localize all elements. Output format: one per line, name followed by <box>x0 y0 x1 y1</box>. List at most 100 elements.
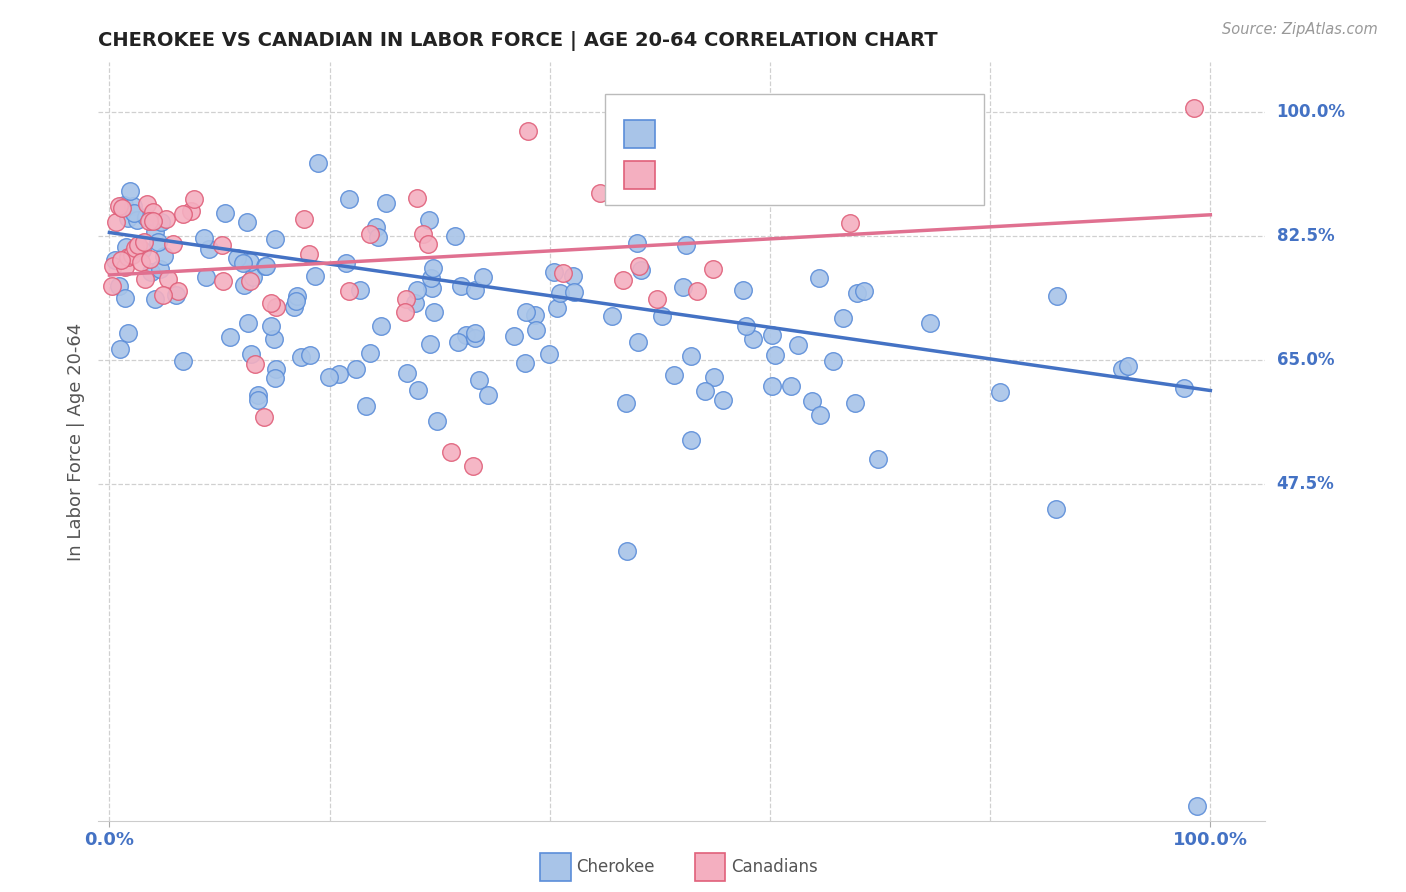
Point <box>1182 102 1205 116</box>
Point <box>245 358 267 372</box>
Point <box>703 369 725 384</box>
Point <box>808 408 831 422</box>
Point <box>264 371 287 385</box>
Point <box>157 272 180 286</box>
Point <box>422 281 444 295</box>
Text: 100.0%: 100.0% <box>1277 103 1346 121</box>
Point <box>318 369 340 384</box>
Point <box>1111 362 1133 376</box>
Point <box>366 219 388 234</box>
Point <box>149 215 172 229</box>
Point <box>370 318 392 333</box>
Point <box>543 265 565 279</box>
Point <box>101 259 124 273</box>
Point <box>299 348 322 362</box>
Point <box>1046 289 1069 303</box>
Text: 55: 55 <box>820 166 851 184</box>
Point <box>447 335 470 350</box>
Point <box>844 395 866 409</box>
Point <box>359 346 381 360</box>
Point <box>252 409 274 424</box>
Point <box>183 192 205 206</box>
Point <box>108 342 131 356</box>
Point <box>292 212 315 227</box>
Point <box>524 323 547 337</box>
Point <box>741 332 763 346</box>
Point <box>117 211 139 225</box>
Point <box>546 301 568 315</box>
Point <box>139 252 162 267</box>
Point <box>672 279 695 293</box>
Point <box>503 329 526 343</box>
Point <box>416 236 439 251</box>
Point <box>101 278 124 293</box>
Text: N =: N = <box>780 125 820 143</box>
Point <box>110 253 132 268</box>
Point <box>354 399 377 413</box>
Text: R =: R = <box>665 125 704 143</box>
Point <box>537 347 560 361</box>
Point <box>645 292 668 306</box>
Point <box>681 349 703 363</box>
Point <box>614 396 637 410</box>
Text: R =: R = <box>665 166 704 184</box>
Point <box>807 271 830 285</box>
Point <box>236 316 259 330</box>
Point <box>307 155 329 169</box>
Point <box>846 286 869 301</box>
Point <box>211 238 233 252</box>
Point <box>124 241 146 255</box>
Point <box>405 191 427 205</box>
Point <box>550 286 572 301</box>
Point <box>627 335 650 350</box>
Text: CHEROKEE VS CANADIAN IN LABOR FORCE | AGE 20-64 CORRELATION CHART: CHEROKEE VS CANADIAN IN LABOR FORCE | AG… <box>98 30 938 51</box>
Point <box>152 288 174 302</box>
Point <box>172 207 194 221</box>
Point <box>551 266 574 280</box>
Point <box>918 316 941 330</box>
Point <box>121 248 143 262</box>
Point <box>139 265 162 279</box>
Text: 0.098: 0.098 <box>707 166 770 184</box>
Point <box>120 184 142 198</box>
Point <box>628 259 651 273</box>
Point <box>127 238 149 252</box>
Point <box>344 362 367 376</box>
Point <box>821 354 844 368</box>
Point <box>349 283 371 297</box>
Point <box>735 318 758 333</box>
Point <box>731 284 754 298</box>
Point <box>406 283 429 297</box>
Point <box>651 309 673 323</box>
Point <box>162 236 184 251</box>
Point <box>108 279 131 293</box>
Point <box>211 274 233 288</box>
Point <box>283 300 305 314</box>
Point <box>264 231 287 245</box>
Point <box>419 336 441 351</box>
Point <box>420 270 443 285</box>
Text: 82.5%: 82.5% <box>1277 227 1334 245</box>
Point <box>112 198 135 212</box>
Text: Cherokee: Cherokee <box>576 858 655 876</box>
Point <box>337 284 360 298</box>
Point <box>477 388 499 402</box>
Point <box>142 214 165 228</box>
Point <box>104 252 127 267</box>
Point <box>426 414 449 428</box>
Point <box>679 433 702 447</box>
Point <box>404 296 426 310</box>
Point <box>524 308 547 322</box>
Point <box>254 259 277 273</box>
Point <box>134 272 156 286</box>
Point <box>117 250 139 264</box>
Point <box>193 231 215 245</box>
Point <box>138 214 160 228</box>
Point <box>263 333 285 347</box>
Point <box>461 459 484 474</box>
Point <box>214 206 236 220</box>
Point <box>246 393 269 408</box>
Point <box>564 285 586 299</box>
Point <box>787 338 810 352</box>
Point <box>285 294 308 309</box>
